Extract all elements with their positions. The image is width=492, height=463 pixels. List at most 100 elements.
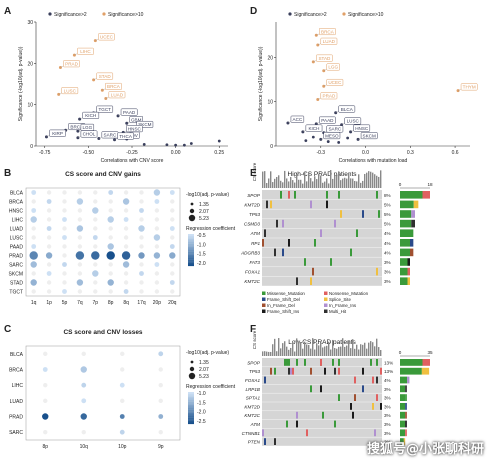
color-legend-label: -2.0 (197, 261, 206, 267)
gene-percent: 4% (384, 241, 391, 246)
cs-score-bar (328, 183, 330, 188)
cs-score-bar (376, 338, 378, 356)
bubble-paad-20q (169, 244, 175, 249)
y-tick-label: 30 (27, 20, 33, 26)
cs-score-bar (312, 338, 314, 356)
side-bar-missense (400, 438, 404, 445)
cs-score-bar (272, 344, 274, 356)
side-bar-other (403, 438, 406, 445)
legend-label-sig10: Significance>10 (108, 12, 144, 18)
legend-label-sig2: Significance>2 (54, 12, 87, 18)
color-legend-swatch (188, 401, 194, 404)
col-label: 5p (62, 300, 68, 306)
x-tick-label: -0.25 (126, 150, 138, 156)
gene-percent: 3% (384, 387, 391, 392)
point-label-box (96, 105, 114, 113)
heatmap-title: CS score and CNV gains (65, 171, 141, 178)
col-label: 8q (123, 300, 129, 306)
mutation-cell (332, 359, 334, 366)
color-legend-title: Regression coefficient (186, 384, 236, 390)
cs-score-bar (316, 179, 318, 188)
gene-label: KMT2D (244, 202, 260, 207)
color-legend-swatch (188, 253, 194, 255)
cs-score-bar (330, 349, 332, 356)
cs-score-bar (310, 348, 312, 356)
cs-score-bar (302, 348, 304, 356)
empty-cell (31, 199, 36, 204)
gene-percent: 2% (384, 440, 391, 445)
cs-score-bar (272, 182, 274, 188)
empty-cell (46, 235, 52, 240)
bubble-brca-1p (46, 199, 52, 204)
data-point (346, 136, 350, 140)
legend-marker-sig10 (342, 12, 346, 16)
point-label-hnsc: HNSC (355, 126, 369, 131)
gene-percent: 3% (384, 413, 391, 418)
point-label-box (344, 117, 362, 125)
y-tick-label: 10 (267, 100, 273, 106)
color-legend-label: -1.5 (197, 252, 206, 258)
cs-score-bar (264, 351, 266, 356)
side-bar-other (405, 385, 407, 393)
mutation-cell (338, 359, 340, 366)
color-legend-swatch (188, 416, 194, 418)
empty-cell (108, 199, 113, 204)
empty-cell (46, 262, 52, 267)
side-bar-missense (400, 258, 408, 266)
col-label: 20q (168, 300, 177, 306)
cs-score-bar (316, 343, 318, 356)
mutation-legend-label: In_Frame_Ins (329, 303, 357, 308)
bubble-lihc-8p (107, 216, 114, 223)
mutation-cell (262, 239, 264, 247)
cs-score-bar (372, 342, 374, 356)
gene-percent: 3% (384, 396, 391, 401)
cs-score-bar (370, 341, 372, 356)
mutation-cell (304, 258, 306, 266)
cs-score-bar (354, 348, 356, 356)
point-label-kich: KICH (85, 113, 96, 118)
size-legend-label: 2.07 (199, 209, 209, 215)
empty-cell (77, 190, 83, 195)
y-axis-label: Significance (-log10(adj. p-value)) (18, 46, 24, 121)
color-legend-swatch (188, 240, 194, 243)
side-bar-missense (400, 420, 406, 428)
cs-score-bar (286, 346, 288, 356)
cs-score-bar (276, 176, 278, 188)
cs-score-bar (340, 180, 342, 188)
empty-cell (120, 367, 125, 372)
point-label-box (319, 28, 336, 36)
point-label-box (63, 60, 80, 68)
legend-marker-sig2 (288, 12, 292, 16)
point-label-box (105, 82, 122, 90)
cs-score-bar (304, 171, 306, 188)
x-axis-label: Correlations with mutation load (339, 158, 408, 164)
mutation-cell (310, 200, 312, 209)
empty-cell (123, 226, 129, 231)
cs-score-bar (332, 178, 334, 188)
bubble-blca-20q (169, 190, 175, 195)
point-label-ov: OV (131, 133, 139, 138)
cs-score-bar (364, 173, 366, 188)
point-label-box (61, 87, 79, 95)
cs-score-bar (278, 338, 280, 356)
side-bar-missense (400, 277, 408, 285)
cs-score-axis-label: CS score (252, 162, 257, 181)
cs-score-bar (268, 178, 270, 188)
color-legend-swatch (188, 422, 194, 425)
point-label-sarc: SARC (328, 127, 341, 132)
gene-label: TP53 (249, 212, 260, 217)
cs-score-bar (340, 346, 342, 356)
color-legend-title: Regression coefficient (186, 226, 236, 232)
color-legend-swatch (188, 258, 194, 260)
row-label: BRCA (9, 368, 24, 374)
heatmap-title: CS score and CNV losses (63, 329, 142, 336)
color-legend-swatch (188, 234, 194, 236)
row-label: LIHC (12, 383, 24, 389)
row-label: SARC (9, 263, 23, 269)
cs-score-bar (348, 340, 350, 356)
gene-label: TP53 (249, 369, 260, 374)
side-bar-missense (400, 219, 412, 228)
size-legend-label: 5.23 (199, 216, 209, 222)
cs-score-bar (284, 341, 286, 356)
x-tick-label: 0.3 (407, 150, 414, 156)
